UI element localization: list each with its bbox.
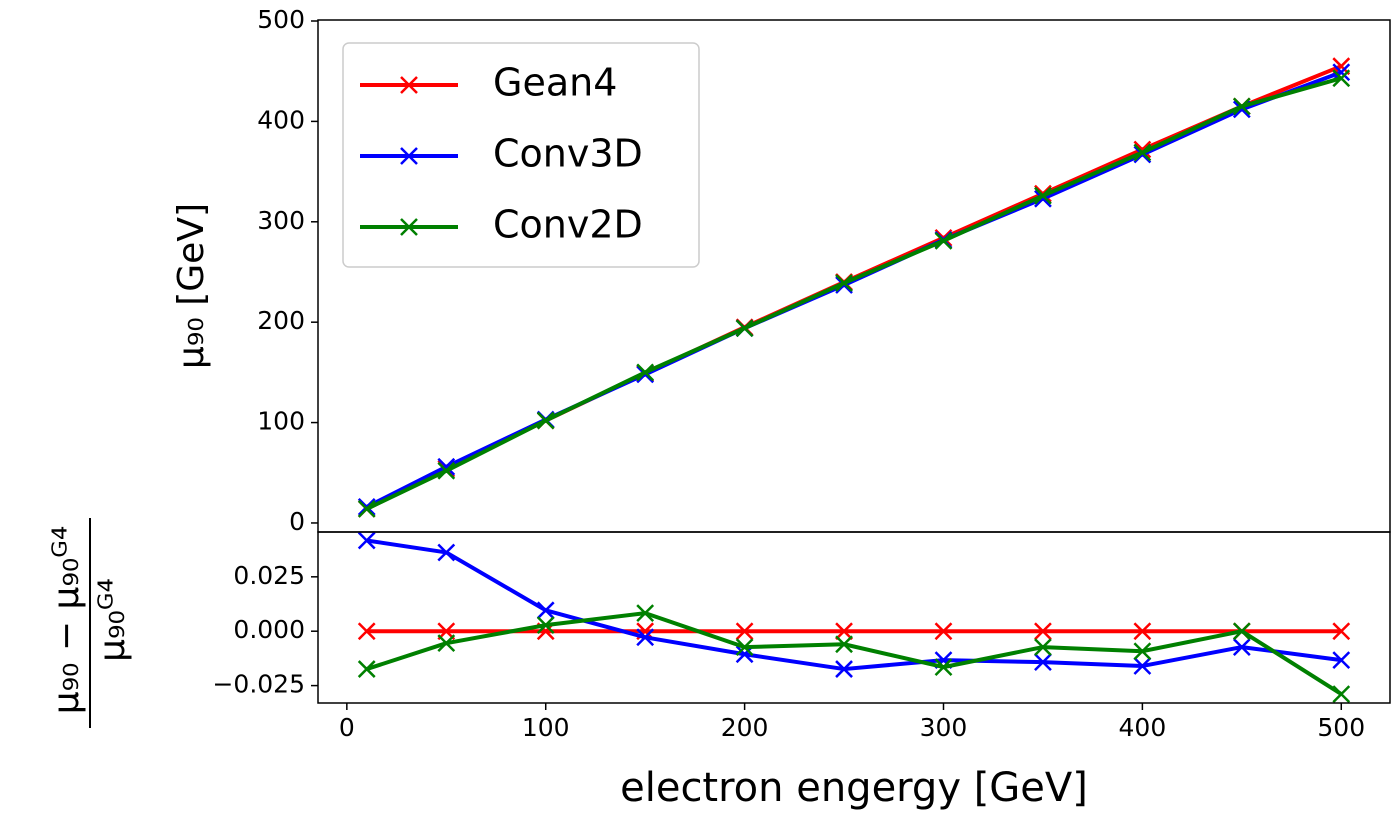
marker: [357, 660, 376, 678]
y-tick-label: 500: [257, 5, 305, 34]
y-tick-label: 0.000: [233, 615, 305, 644]
marker: [1332, 685, 1351, 703]
marker: [735, 638, 754, 656]
marker: [1034, 653, 1052, 671]
x-axis-label: electron engergy [GeV]: [620, 765, 1088, 811]
legend-label: Conv3D: [493, 132, 643, 176]
marker: [1232, 622, 1251, 641]
marker: [357, 500, 376, 518]
marker: [536, 601, 555, 620]
marker: [636, 363, 655, 382]
series-line: [366, 538, 1342, 672]
marker: [934, 622, 953, 641]
marker: [1332, 69, 1351, 88]
x-tick-label: 200: [721, 713, 769, 742]
marker: [1034, 622, 1052, 641]
y-tick-label: 0: [289, 507, 305, 536]
marker: [1133, 657, 1152, 675]
marker: [835, 660, 853, 678]
y-axis-label-numerator: μ₉₀ − μ₉₀ᴳ⁴: [46, 526, 87, 715]
marker: [1133, 642, 1152, 661]
marker: [636, 628, 655, 647]
marker: [735, 319, 754, 338]
marker: [1133, 143, 1152, 162]
legend-marker: [400, 147, 418, 165]
y-tick-label: −0.025: [212, 670, 305, 699]
marker: [437, 461, 456, 480]
marker: [1034, 186, 1052, 205]
legend-label: Gean4: [493, 61, 617, 105]
marker: [437, 634, 456, 653]
y-tick-label: 200: [257, 306, 305, 335]
marker: [1232, 638, 1251, 656]
marker: [536, 616, 555, 634]
marker: [835, 622, 853, 641]
y-axis-label: μ₉₀ [GeV]: [171, 203, 212, 369]
legend-marker: [400, 76, 418, 94]
axes-frame: [317, 531, 1391, 704]
legend-label: Conv2D: [493, 203, 643, 247]
plot-area: [357, 57, 1351, 518]
legend-frame: [342, 42, 700, 268]
marker: [1232, 97, 1251, 116]
marker: [1332, 651, 1351, 670]
y-axis-label-denominator: μ₉₀ᴳ⁴: [92, 578, 133, 662]
series-line: [366, 611, 1343, 696]
x-tick-label: 0: [339, 713, 355, 742]
marker: [437, 543, 456, 562]
marker: [536, 411, 555, 430]
plot-area: [357, 532, 1351, 703]
marker: [357, 532, 376, 550]
marker: [1332, 622, 1351, 641]
marker: [835, 635, 853, 654]
y-tick-label: 0.025: [233, 561, 305, 590]
y-tick-label: 400: [257, 105, 305, 134]
y-tick-label: 300: [257, 206, 305, 235]
marker: [1034, 638, 1052, 656]
marker: [636, 604, 655, 623]
x-tick-label: 100: [522, 713, 570, 742]
marker: [1332, 63, 1351, 82]
marker: [934, 231, 953, 250]
marker: [357, 622, 376, 641]
x-tick-label: 300: [920, 713, 968, 742]
y-tick-label: 100: [257, 407, 305, 436]
x-tick-label: 500: [1317, 713, 1365, 742]
marker: [934, 658, 953, 676]
legend-marker: [400, 218, 418, 236]
x-tick-label: 400: [1119, 713, 1167, 742]
marker: [835, 274, 853, 292]
marker: [1133, 622, 1152, 641]
marker: [735, 622, 754, 641]
